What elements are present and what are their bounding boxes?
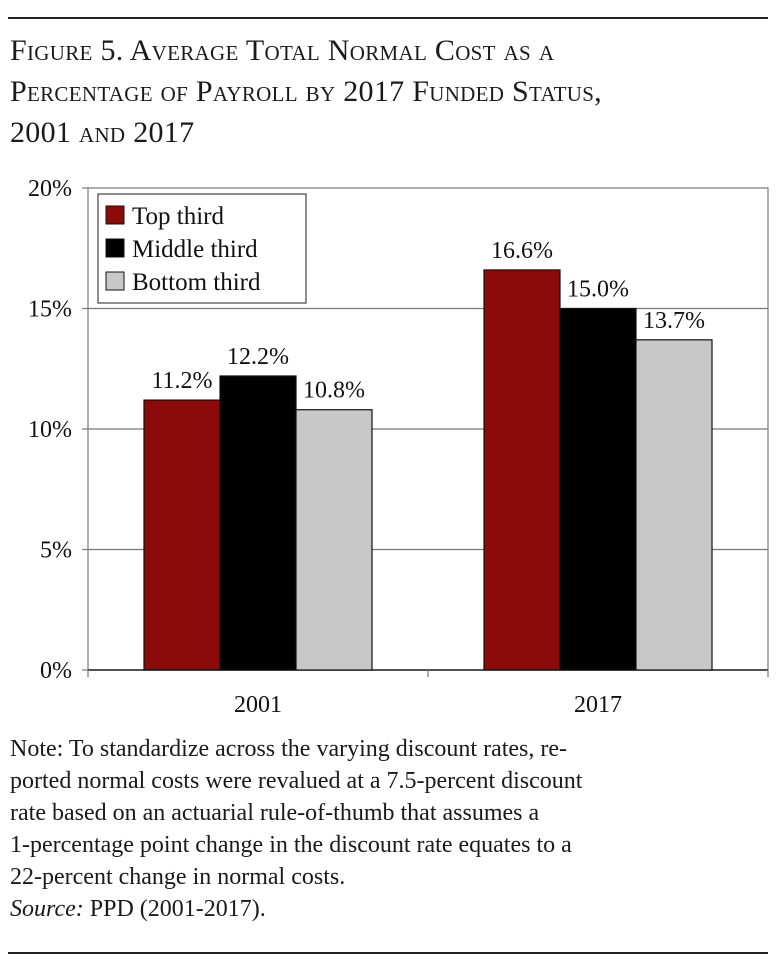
x-tick-label: 2017 xyxy=(574,692,622,718)
chart-note: Note: To standardize across the varying … xyxy=(10,733,762,925)
bar-chart: 0% 5% 10% 15% 20% 2001 2017 11.2% 12.2% 10.8% 16.… xyxy=(28,176,769,718)
legend-label: Top third xyxy=(132,203,224,230)
figure-title: Figure 5. Average Total Normal Cost as a… xyxy=(10,30,760,153)
data-label: 11.2% xyxy=(151,368,212,394)
data-label: 15.0% xyxy=(567,277,629,303)
bar-top-third-2001 xyxy=(143,399,221,671)
data-label: 10.8% xyxy=(303,378,365,404)
bar-bottom-third-2017 xyxy=(635,339,713,671)
bar-top-third-2017 xyxy=(483,269,561,671)
bars xyxy=(143,269,713,671)
note-line-1: Note: To standardize across the varying … xyxy=(10,736,568,762)
y-tick-label: 5% xyxy=(40,538,72,564)
figure-title-line-2: Percentage of Payroll by 2017 Funded Sta… xyxy=(10,75,602,108)
bar-middle-third-2017 xyxy=(559,307,637,671)
source-line: Source: PPD (2001-2017). xyxy=(10,893,762,925)
data-label: 12.2% xyxy=(227,344,289,370)
top-rule xyxy=(8,17,768,19)
bar-bottom-third-2001 xyxy=(295,409,373,671)
y-tick-label: 0% xyxy=(40,658,72,684)
data-label: 16.6% xyxy=(491,238,553,264)
legend-swatch xyxy=(105,271,125,291)
data-label: 13.7% xyxy=(643,308,705,334)
figure-title-line-1: Figure 5. Average Total Normal Cost as a xyxy=(10,34,555,67)
legend: Top third Middle third Bottom third xyxy=(97,193,307,304)
note-line-2: ported normal costs were revalued at a 7… xyxy=(10,768,583,794)
figure-title-line-3: 2001 and 2017 xyxy=(10,116,195,149)
legend-label: Bottom third xyxy=(132,269,261,296)
y-tick-label: 20% xyxy=(28,176,72,202)
x-tick-label: 2001 xyxy=(234,692,282,718)
note-line-3: rate based on an actuarial rule-of-thumb… xyxy=(10,800,540,826)
y-tick-label: 15% xyxy=(28,297,72,323)
legend-box xyxy=(97,193,307,304)
source-label: Source: xyxy=(10,896,84,922)
data-labels: 11.2% 12.2% 10.8% 16.6% 15.0% 13.7% xyxy=(151,238,705,404)
bar-middle-third-2001 xyxy=(219,375,297,671)
legend-swatch xyxy=(105,205,125,225)
legend-swatch xyxy=(105,238,125,258)
legend-label: Middle third xyxy=(132,236,258,263)
note-line-5: 22-percent change in normal costs. xyxy=(10,864,346,890)
note-line-4: 1-percentage point change in the discoun… xyxy=(10,832,572,858)
source-text: PPD (2001-2017). xyxy=(83,896,266,922)
y-tick-label: 10% xyxy=(28,417,72,443)
bottom-rule xyxy=(8,952,768,954)
